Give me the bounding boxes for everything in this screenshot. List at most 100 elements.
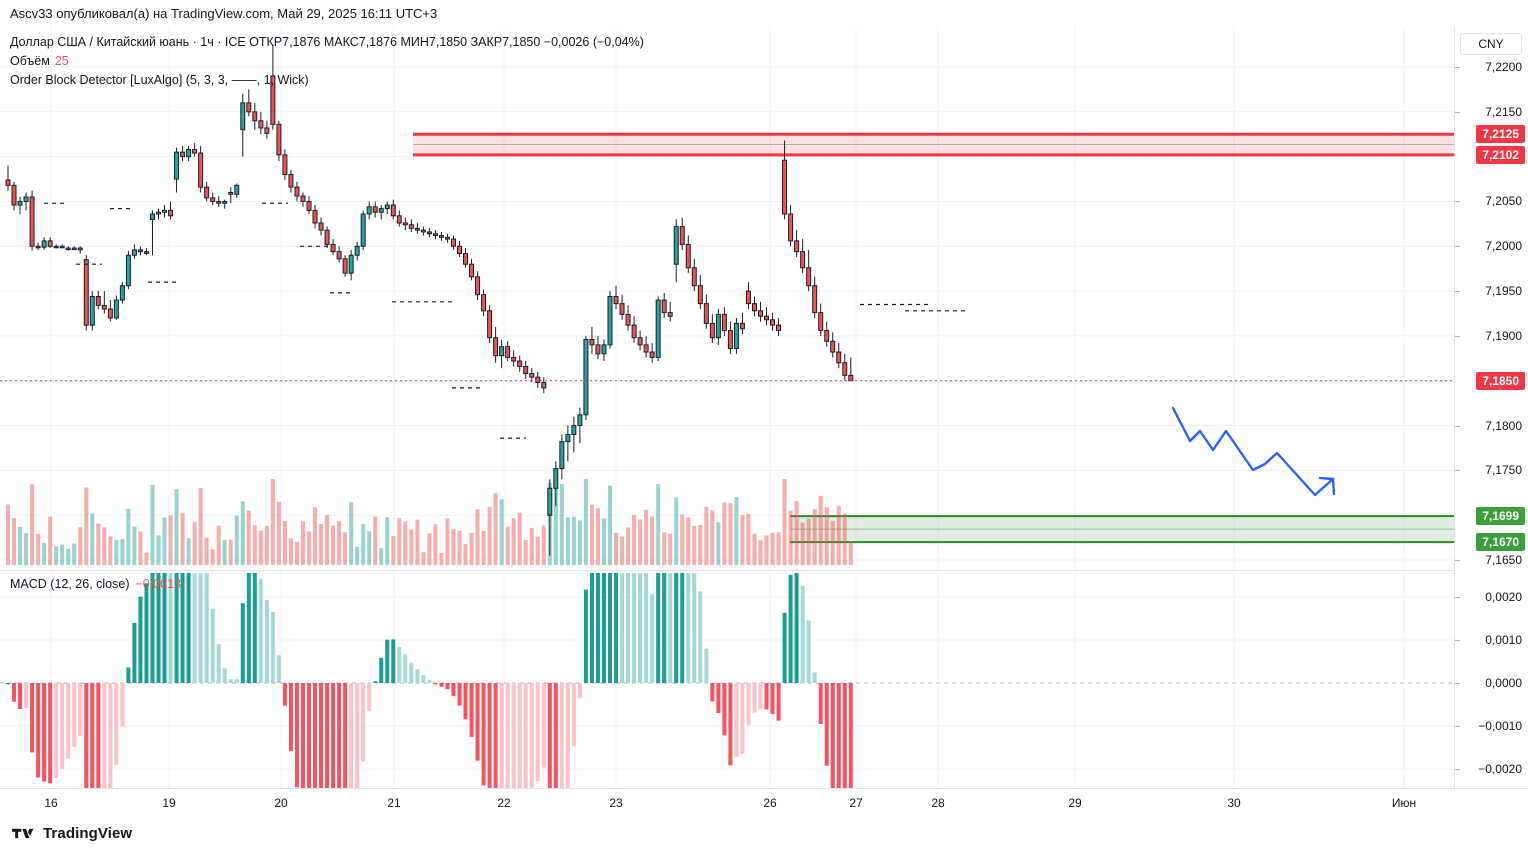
volume-bar (114, 539, 119, 565)
candle-body (306, 200, 312, 211)
macd-bar (156, 573, 161, 683)
time-scale[interactable]: 16 19 20 21 22 23 26 27 28 29 30 Июн (0, 788, 1528, 816)
candle-body (143, 251, 149, 254)
volume-bar (150, 484, 155, 565)
macd-bar (740, 683, 745, 754)
macd-bar (270, 612, 275, 683)
volume-bar (626, 527, 631, 565)
candle-body (637, 337, 643, 346)
macd-bar (337, 683, 342, 788)
macd-bar (794, 573, 799, 683)
macd-bar (6, 683, 10, 685)
price-pane[interactable]: Доллар США / Китайский юань · 1ч · ICE О… (0, 27, 1454, 569)
price-tag-green[interactable]: 7,1670 (1476, 533, 1525, 552)
candle-body (770, 319, 776, 326)
price-scale[interactable]: CNY 7,2200 7,2150 7,2050 7,2000 7,1950 7,1900… (1454, 27, 1528, 788)
volume-bar (499, 499, 504, 565)
macd-bar (228, 679, 233, 683)
macd-bar (650, 594, 655, 683)
legend-symbol-row: Доллар США / Китайский юань · 1ч · ICE О… (10, 33, 644, 52)
candle-body (607, 295, 613, 346)
macd-bar (216, 644, 221, 683)
macd-bar (493, 683, 498, 788)
candle-body (402, 222, 408, 226)
candle-body (800, 251, 806, 269)
candle-body (583, 338, 589, 416)
macd-bar (668, 573, 673, 683)
candle-body (318, 222, 324, 231)
time-tick-label: 26 (763, 796, 777, 810)
candle-body (812, 285, 818, 314)
volume-bar (84, 487, 89, 565)
candle-body (234, 184, 240, 195)
macd-tick-label: 0,0010 (1485, 633, 1522, 647)
volume-bar (240, 501, 245, 565)
volume-bar (632, 515, 637, 565)
macd-tick-label: 0,0000 (1485, 676, 1522, 690)
macd-bar (824, 683, 829, 766)
macd-bar (818, 683, 823, 725)
macd-bar (710, 683, 715, 702)
price-tick (1455, 67, 1460, 68)
volume-bar (722, 502, 727, 565)
volume-bar (559, 483, 564, 565)
price-tick (1455, 201, 1460, 203)
chart-legend: Доллар США / Китайский юань · 1ч · ICE О… (10, 33, 644, 90)
candle-body (216, 200, 222, 204)
macd-pane[interactable]: MACD (12, 26, close) −0,0013 (0, 573, 1454, 788)
volume-bar (174, 489, 179, 565)
volume-bar (716, 522, 721, 565)
macd-bar (686, 573, 691, 683)
macd-bar (541, 683, 546, 768)
macd-tick (1455, 683, 1460, 684)
price-tag-red[interactable]: 7,2125 (1476, 125, 1525, 144)
macd-bar (252, 573, 257, 683)
volume-bar (180, 513, 185, 565)
price-tag-red[interactable]: 7,2102 (1476, 145, 1525, 164)
candle-body (505, 346, 511, 358)
volume-bar (313, 507, 318, 565)
volume-bar (132, 526, 137, 565)
volume-bar (511, 518, 516, 565)
volume-bar (529, 527, 534, 565)
macd-bar (12, 683, 17, 702)
macd-label: MACD (12, 26, close) (10, 577, 130, 591)
candle-body (149, 213, 155, 220)
candle-body (782, 159, 788, 215)
macd-bar (734, 683, 739, 757)
macd-bar (523, 683, 528, 788)
volume-bar (234, 515, 239, 565)
volume-bar (517, 512, 522, 565)
macd-bar (716, 683, 721, 714)
price-tick (1455, 560, 1460, 561)
candle-body (288, 174, 294, 188)
time-tick-label: 19 (162, 796, 176, 810)
volume-bar (66, 549, 71, 565)
volume-bar (746, 513, 751, 565)
price-tick (1455, 291, 1460, 293)
candle-body (29, 196, 35, 247)
candle-body (354, 245, 360, 256)
volume-bar (650, 516, 655, 565)
currency-badge: CNY (1460, 33, 1522, 55)
macd-bar (451, 683, 456, 697)
macd-bar (674, 573, 679, 683)
candle-body (156, 211, 161, 215)
macd-bar (222, 668, 227, 683)
price-tag-red[interactable]: 7,1850 (1476, 371, 1525, 390)
candle-body (246, 102, 252, 113)
candle-body (818, 312, 824, 332)
price-tick-label: 7,2000 (1485, 239, 1522, 254)
macd-bar (632, 573, 637, 683)
macd-bar (403, 654, 408, 683)
pane-separator[interactable] (0, 570, 1454, 571)
time-tick-label: 21 (387, 796, 401, 810)
macd-bar (728, 683, 733, 766)
macd-bar (680, 573, 685, 683)
macd-bar (722, 683, 727, 736)
volume-bar (601, 518, 606, 565)
volume-bar (788, 510, 793, 565)
price-tick-label: 7,1650 (1485, 553, 1522, 567)
volume-bar (276, 501, 281, 565)
price-tag-green[interactable]: 7,1699 (1476, 507, 1525, 526)
